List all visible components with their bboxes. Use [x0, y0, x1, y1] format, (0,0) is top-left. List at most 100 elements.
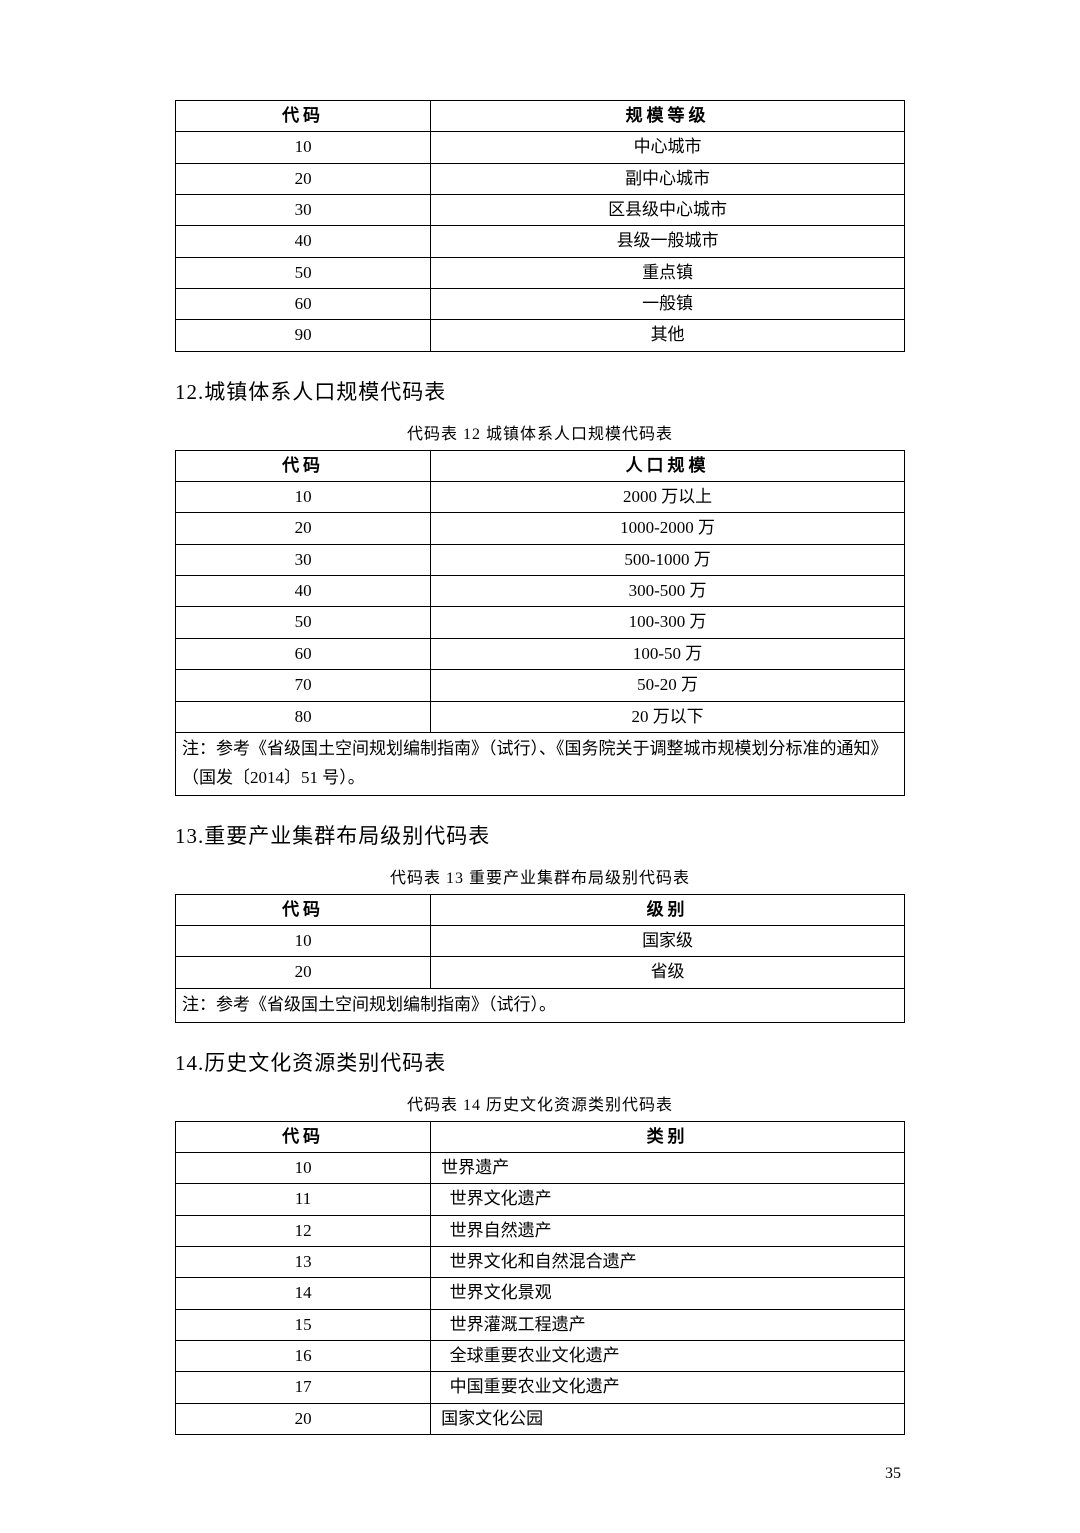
table-row: 40300-500 万 [176, 576, 905, 607]
value-cell: 省级 [431, 957, 905, 988]
code-cell: 60 [176, 289, 431, 320]
value-cell: 一般镇 [431, 289, 905, 320]
col-value-header: 级别 [431, 894, 905, 925]
section-12-title: 12.城镇体系人口规模代码表 [175, 376, 905, 406]
table-header-row: 代码 类别 [176, 1121, 905, 1152]
code-cell: 16 [176, 1340, 431, 1371]
value-cell: 国家级 [431, 925, 905, 956]
table-note-row: 注：参考《省级国土空间规划编制指南》（试行）、《国务院关于调整城市规模划分标准的… [176, 732, 905, 795]
table-13-industry-level: 代码 级别 10国家级20省级 注：参考《省级国土空间规划编制指南》（试行）。 [175, 894, 905, 1023]
table-12-note: 注：参考《省级国土空间规划编制指南》（试行）、《国务院关于调整城市规模划分标准的… [176, 732, 905, 795]
table-row: 12 世界自然遗产 [176, 1215, 905, 1246]
table-header-row: 代码 级别 [176, 894, 905, 925]
value-cell: 世界灌溉工程遗产 [431, 1309, 905, 1340]
value-cell: 世界自然遗产 [431, 1215, 905, 1246]
code-cell: 17 [176, 1372, 431, 1403]
code-cell: 14 [176, 1278, 431, 1309]
col-code-header: 代码 [176, 450, 431, 481]
value-cell: 其他 [431, 320, 905, 351]
section-13-caption: 代码表 13 重要产业集群布局级别代码表 [175, 864, 905, 888]
section-13-title: 13.重要产业集群布局级别代码表 [175, 820, 905, 850]
code-cell: 40 [176, 226, 431, 257]
code-cell: 10 [176, 132, 431, 163]
col-value-header: 类别 [431, 1121, 905, 1152]
value-cell: 世界遗产 [431, 1152, 905, 1183]
table-row: 90其他 [176, 320, 905, 351]
code-cell: 20 [176, 513, 431, 544]
table-row: 10中心城市 [176, 132, 905, 163]
table-row: 8020 万以下 [176, 701, 905, 732]
table-row: 20国家文化公园 [176, 1403, 905, 1434]
table-row: 60一般镇 [176, 289, 905, 320]
table-row: 102000 万以上 [176, 482, 905, 513]
table-header-row: 代码 规模等级 [176, 101, 905, 132]
value-cell: 县级一般城市 [431, 226, 905, 257]
col-code-header: 代码 [176, 101, 431, 132]
code-cell: 80 [176, 701, 431, 732]
value-cell: 重点镇 [431, 257, 905, 288]
code-cell: 40 [176, 576, 431, 607]
col-code-header: 代码 [176, 1121, 431, 1152]
code-cell: 13 [176, 1246, 431, 1277]
table-row: 201000-2000 万 [176, 513, 905, 544]
table-row: 17 中国重要农业文化遗产 [176, 1372, 905, 1403]
section-12-caption: 代码表 12 城镇体系人口规模代码表 [175, 420, 905, 444]
value-cell: 世界文化景观 [431, 1278, 905, 1309]
table-row: 50重点镇 [176, 257, 905, 288]
value-cell: 100-300 万 [431, 607, 905, 638]
table-row: 16 全球重要农业文化遗产 [176, 1340, 905, 1371]
table-13-note: 注：参考《省级国土空间规划编制指南》（试行）。 [176, 988, 905, 1022]
table-row: 50100-300 万 [176, 607, 905, 638]
code-cell: 10 [176, 1152, 431, 1183]
table-row: 15 世界灌溉工程遗产 [176, 1309, 905, 1340]
value-cell: 100-50 万 [431, 638, 905, 669]
col-code-header: 代码 [176, 894, 431, 925]
table-row: 20副中心城市 [176, 163, 905, 194]
table-row: 20省级 [176, 957, 905, 988]
value-cell: 中国重要农业文化遗产 [431, 1372, 905, 1403]
value-cell: 20 万以下 [431, 701, 905, 732]
code-cell: 50 [176, 607, 431, 638]
col-value-header: 人口规模 [431, 450, 905, 481]
table-row: 10世界遗产 [176, 1152, 905, 1183]
code-cell: 60 [176, 638, 431, 669]
table-11-scale-grade: 代码 规模等级 10中心城市20副中心城市30区县级中心城市40县级一般城市50… [175, 100, 905, 352]
code-cell: 15 [176, 1309, 431, 1340]
value-cell: 1000-2000 万 [431, 513, 905, 544]
table-row: 30区县级中心城市 [176, 195, 905, 226]
col-value-header: 规模等级 [431, 101, 905, 132]
code-cell: 50 [176, 257, 431, 288]
page-number: 35 [175, 1465, 905, 1483]
value-cell: 国家文化公园 [431, 1403, 905, 1434]
table-row: 40县级一般城市 [176, 226, 905, 257]
table-header-row: 代码 人口规模 [176, 450, 905, 481]
table-note-row: 注：参考《省级国土空间规划编制指南》（试行）。 [176, 988, 905, 1022]
table-row: 30500-1000 万 [176, 544, 905, 575]
code-cell: 12 [176, 1215, 431, 1246]
section-14-caption: 代码表 14 历史文化资源类别代码表 [175, 1091, 905, 1115]
code-cell: 20 [176, 163, 431, 194]
table-row: 14 世界文化景观 [176, 1278, 905, 1309]
value-cell: 世界文化遗产 [431, 1184, 905, 1215]
table-row: 60100-50 万 [176, 638, 905, 669]
code-cell: 20 [176, 957, 431, 988]
value-cell: 世界文化和自然混合遗产 [431, 1246, 905, 1277]
value-cell: 50-20 万 [431, 670, 905, 701]
value-cell: 区县级中心城市 [431, 195, 905, 226]
table-row: 10国家级 [176, 925, 905, 956]
table-row: 7050-20 万 [176, 670, 905, 701]
table-12-population-scale: 代码 人口规模 102000 万以上201000-2000 万30500-100… [175, 450, 905, 796]
value-cell: 中心城市 [431, 132, 905, 163]
value-cell: 300-500 万 [431, 576, 905, 607]
code-cell: 70 [176, 670, 431, 701]
table-14-heritage-category: 代码 类别 10世界遗产11 世界文化遗产12 世界自然遗产13 世界文化和自然… [175, 1121, 905, 1435]
value-cell: 全球重要农业文化遗产 [431, 1340, 905, 1371]
code-cell: 90 [176, 320, 431, 351]
value-cell: 500-1000 万 [431, 544, 905, 575]
section-14-title: 14.历史文化资源类别代码表 [175, 1047, 905, 1077]
code-cell: 10 [176, 482, 431, 513]
code-cell: 30 [176, 544, 431, 575]
code-cell: 11 [176, 1184, 431, 1215]
code-cell: 30 [176, 195, 431, 226]
code-cell: 20 [176, 1403, 431, 1434]
